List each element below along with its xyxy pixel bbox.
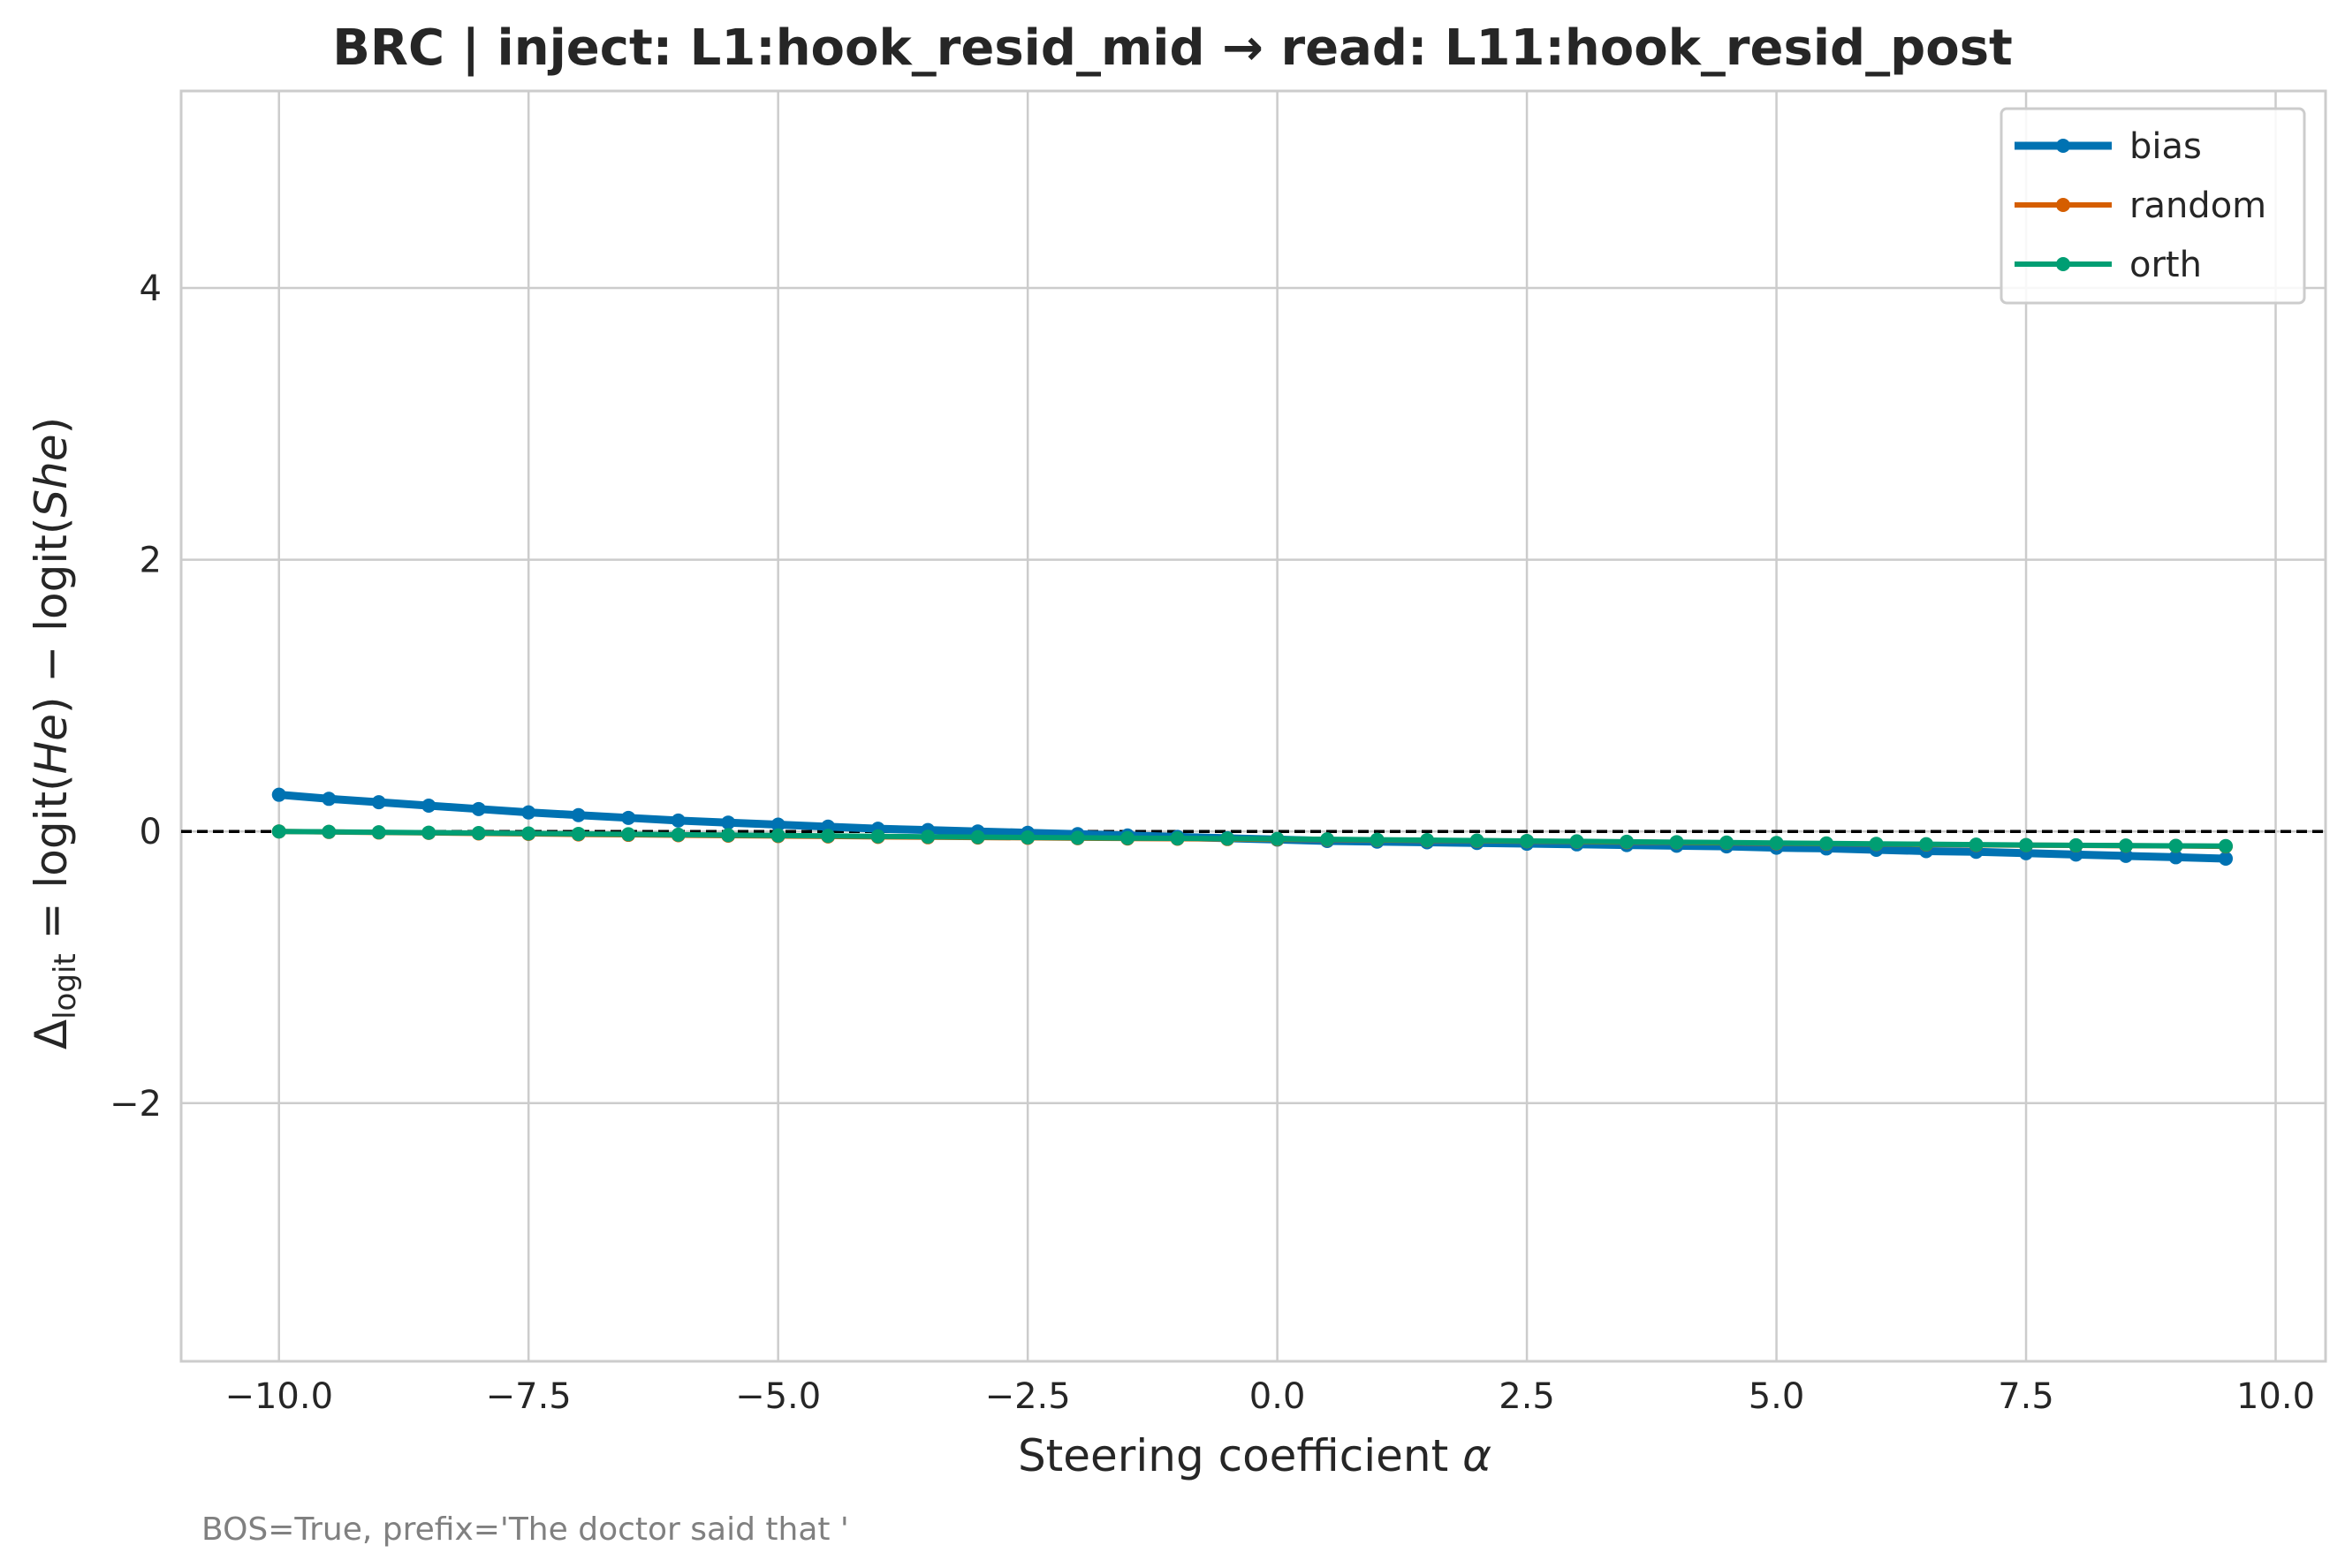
y-tick-label: −2: [110, 1084, 162, 1125]
y-axis-label-end: ): [26, 417, 77, 435]
data-point-orth: [1120, 830, 1135, 845]
legend-entry-orth: orth: [2015, 245, 2202, 285]
data-point-orth: [1270, 831, 1285, 846]
data-point-bias: [2119, 848, 2134, 863]
x-tick-label: −10.0: [224, 1376, 333, 1417]
data-point-orth: [1869, 837, 1884, 852]
data-point-orth: [571, 826, 586, 841]
x-tick-labels: −10.0 −7.5 −5.0 −2.5 0.0 2.5 5.0 7.5 10.0: [224, 1376, 2315, 1417]
data-point-orth: [322, 824, 337, 839]
x-tick-label: 10.0: [2236, 1376, 2315, 1417]
data-point-bias: [621, 810, 636, 825]
data-point-bias: [571, 807, 586, 822]
legend-swatch-marker: [2056, 139, 2070, 153]
legend-label: bias: [2129, 126, 2202, 167]
data-point-bias: [521, 805, 536, 820]
data-point-orth: [1220, 831, 1235, 846]
data-point-orth: [2219, 838, 2234, 853]
data-point-orth: [421, 825, 436, 840]
footnote: BOS=True, prefix='The doctor said that ': [201, 1511, 849, 1548]
data-point-orth: [2019, 837, 2034, 852]
legend-label: orth: [2129, 245, 2202, 285]
data-point-orth: [671, 827, 686, 842]
data-point-orth: [1170, 831, 1185, 846]
data-point-orth: [2068, 837, 2083, 852]
data-point-bias: [471, 801, 486, 816]
x-tick-label: 2.5: [1499, 1376, 1555, 1417]
data-point-bias: [721, 815, 736, 830]
data-point-orth: [1370, 832, 1385, 847]
y-tick-labels: −2 0 2 4: [110, 269, 162, 1125]
data-point-orth: [1469, 833, 1484, 848]
legend-entry-random: random: [2015, 186, 2266, 226]
y-axis-label-delta: Δ: [26, 1019, 77, 1049]
data-point-orth: [1021, 829, 1036, 845]
legend-swatch-marker: [2056, 257, 2070, 271]
data-point-orth: [1669, 835, 1684, 850]
data-point-orth: [2119, 838, 2134, 853]
x-tick-label: −5.0: [735, 1376, 821, 1417]
x-axis-label-symbol: α: [1462, 1430, 1491, 1481]
x-tick-label: 7.5: [1998, 1376, 2054, 1417]
data-point-orth: [870, 829, 885, 844]
y-axis-label-subscript: logit: [48, 953, 83, 1019]
data-point-orth: [970, 829, 985, 845]
data-point-orth: [721, 828, 736, 843]
data-point-orth: [1719, 835, 1734, 850]
legend-box: [2000, 107, 2306, 305]
data-point-orth: [471, 826, 486, 841]
y-axis-label-she: She: [26, 434, 77, 517]
data-point-orth: [1569, 834, 1584, 849]
y-axis-label: Δlogit = logit(He) − logit(She): [26, 417, 83, 1049]
data-point-orth: [1420, 833, 1435, 848]
data-point-orth: [271, 824, 286, 839]
legend-label: random: [2129, 186, 2266, 226]
y-tick-label: 0: [140, 812, 162, 852]
data-point-orth: [1520, 833, 1535, 848]
data-point-orth: [770, 828, 785, 843]
data-point-bias: [770, 817, 785, 832]
data-point-orth: [1919, 837, 1934, 852]
data-point-bias: [371, 795, 386, 810]
data-point-bias: [271, 787, 286, 802]
series-orth: [271, 824, 2234, 853]
data-point-orth: [1320, 832, 1335, 847]
data-point-orth: [621, 827, 636, 842]
series-line-orth: [276, 829, 2229, 849]
data-point-orth: [2168, 838, 2183, 853]
data-point-bias: [421, 798, 436, 813]
x-axis-label-text: Steering coefficient: [1018, 1430, 1462, 1481]
data-point-orth: [1819, 836, 1834, 851]
data-point-orth: [1070, 830, 1085, 845]
data-point-orth: [1969, 837, 1984, 852]
y-axis-label-eq: = logit(: [26, 774, 77, 953]
chart-title: BRC | inject: L1:hook_resid_mid → read: …: [332, 19, 2013, 77]
data-point-orth: [521, 826, 536, 841]
x-tick-label: −2.5: [985, 1376, 1071, 1417]
legend: bias random orth: [2000, 107, 2306, 305]
x-axis-label: Steering coefficient α: [1018, 1430, 1491, 1481]
y-tick-label: 4: [140, 269, 162, 309]
legend-swatch-marker: [2056, 198, 2070, 212]
data-point-orth: [1620, 834, 1635, 849]
y-axis-label-he: He: [26, 714, 77, 774]
data-point-bias: [2168, 850, 2183, 865]
data-point-orth: [371, 825, 386, 840]
data-point-orth: [921, 829, 936, 845]
x-tick-label: 5.0: [1749, 1376, 1805, 1417]
legend-entry-bias: bias: [2015, 126, 2202, 167]
data-point-orth: [1769, 836, 1784, 851]
data-point-orth: [821, 829, 836, 844]
series-layer: [271, 787, 2234, 866]
y-tick-label: 2: [140, 541, 162, 581]
y-axis-label-mid: ) − logit(: [26, 518, 77, 714]
x-tick-label: −7.5: [486, 1376, 572, 1417]
x-tick-label: 0.0: [1249, 1376, 1306, 1417]
data-point-bias: [322, 792, 337, 807]
data-point-bias: [2219, 851, 2234, 866]
plot-frame: [179, 89, 2327, 1363]
data-point-bias: [671, 813, 686, 828]
